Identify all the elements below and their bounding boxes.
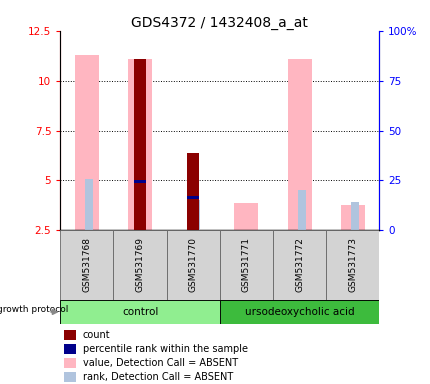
Bar [60, 230, 113, 300]
Text: GSM531769: GSM531769 [135, 237, 144, 293]
Text: control: control [122, 307, 158, 317]
Text: growth protocol: growth protocol [0, 305, 69, 313]
Text: GSM531770: GSM531770 [188, 237, 197, 293]
Bar [350, 202, 358, 230]
Bar [191, 200, 199, 230]
Text: value, Detection Call = ABSENT: value, Detection Call = ABSENT [83, 358, 237, 368]
Text: count: count [83, 330, 110, 340]
Text: GSM531773: GSM531773 [347, 237, 356, 293]
Bar [63, 372, 76, 382]
Text: rank, Detection Call = ABSENT: rank, Detection Call = ABSENT [83, 372, 232, 382]
Bar [234, 204, 258, 230]
Bar [187, 152, 199, 230]
Bar [63, 344, 76, 354]
Bar [134, 59, 146, 230]
Text: ursodeoxycholic acid: ursodeoxycholic acid [244, 307, 353, 317]
Bar [60, 300, 219, 324]
Bar [63, 358, 76, 368]
Bar [134, 180, 146, 184]
Bar [219, 230, 272, 300]
Text: GSM531772: GSM531772 [295, 238, 303, 292]
Bar [75, 55, 98, 230]
Bar [219, 300, 378, 324]
Bar [297, 190, 305, 230]
Text: GSM531771: GSM531771 [241, 237, 250, 293]
Bar [63, 330, 76, 340]
Bar [128, 59, 152, 230]
Text: percentile rank within the sample: percentile rank within the sample [83, 344, 247, 354]
Bar [326, 230, 378, 300]
Bar [340, 205, 364, 230]
Text: GSM531768: GSM531768 [82, 237, 91, 293]
Bar [113, 230, 166, 300]
Bar [287, 59, 311, 230]
Bar [166, 230, 219, 300]
Bar [272, 230, 326, 300]
Bar [85, 179, 93, 230]
Title: GDS4372 / 1432408_a_at: GDS4372 / 1432408_a_at [131, 16, 307, 30]
Bar [187, 196, 199, 199]
